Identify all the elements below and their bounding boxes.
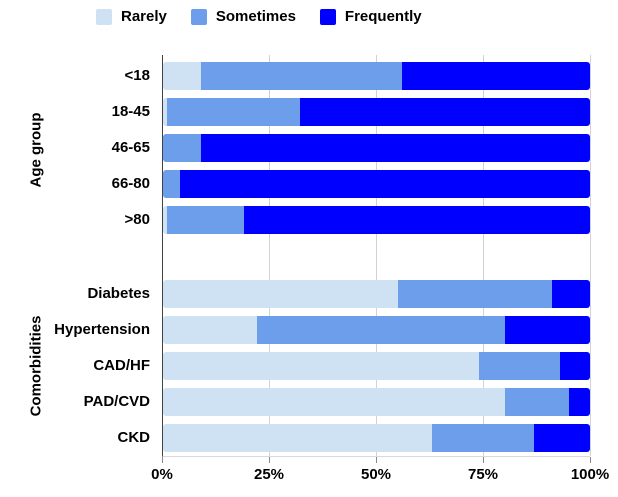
bar-segment-sometimes <box>201 62 403 90</box>
row-label: CKD <box>117 429 151 446</box>
plot-area <box>162 55 591 457</box>
x-axis-tick <box>482 457 484 463</box>
gridline <box>483 55 484 456</box>
bar-segment-rarely <box>163 206 168 234</box>
legend-swatch-rarely <box>96 8 112 25</box>
bar-row <box>163 424 590 452</box>
bar-segment-rarely <box>163 388 505 416</box>
legend-item-rarely: Rarely <box>96 8 167 25</box>
row-label: Diabetes <box>87 285 150 302</box>
bar-segment-frequently <box>560 352 590 380</box>
x-axis-tick-label: 75% <box>467 466 499 483</box>
bar-segment-rarely <box>163 62 202 90</box>
row-label: 46-65 <box>111 139 150 156</box>
bar-segment-sometimes <box>397 280 552 308</box>
bar-segment-sometimes <box>478 352 561 380</box>
legend-swatch-sometimes <box>190 8 207 25</box>
bar-segment-rarely <box>163 280 398 308</box>
bar-row <box>163 206 590 234</box>
x-axis-tick <box>375 457 377 463</box>
legend: Rarely Sometimes Frequently <box>96 8 422 25</box>
row-label: PAD/CVD <box>83 393 150 410</box>
bar-segment-frequently <box>299 98 590 126</box>
gridline <box>376 55 377 456</box>
legend-label-rarely: Rarely <box>121 8 167 25</box>
bar-segment-rarely <box>163 316 257 344</box>
bar-segment-frequently <box>244 206 590 234</box>
bar-segment-rarely <box>163 352 479 380</box>
legend-label-frequently: Frequently <box>344 8 422 25</box>
row-label: 18-45 <box>111 103 150 120</box>
bar-row <box>163 280 590 308</box>
row-label: >80 <box>124 211 150 228</box>
bar-segment-sometimes <box>504 388 569 416</box>
gridline <box>590 55 591 456</box>
bar-segment-frequently <box>180 170 590 198</box>
bar-segment-sometimes <box>256 316 505 344</box>
bar-segment-sometimes <box>163 134 202 162</box>
legend-item-frequently: Frequently <box>319 8 422 25</box>
bar-row <box>163 352 590 380</box>
x-axis-tick <box>589 457 591 463</box>
legend-swatch-frequently <box>319 8 336 25</box>
bar-segment-frequently <box>534 424 590 452</box>
bar-row <box>163 388 590 416</box>
bar-segment-frequently <box>504 316 590 344</box>
x-axis-tick <box>161 457 163 463</box>
bar-row <box>163 62 590 90</box>
legend-item-sometimes: Sometimes <box>190 8 296 25</box>
x-axis-tick-label: 25% <box>253 466 285 483</box>
bar-segment-frequently <box>402 62 590 90</box>
bar-segment-sometimes <box>163 170 181 198</box>
bar-row <box>163 98 590 126</box>
bar-row <box>163 170 590 198</box>
row-label: Hypertension <box>54 321 150 338</box>
x-axis-tick-label: 50% <box>360 466 392 483</box>
bar-segment-frequently <box>568 388 590 416</box>
x-axis-tick <box>268 457 270 463</box>
row-label: CAD/HF <box>93 357 150 374</box>
x-axis-tick-label: 0% <box>151 466 173 483</box>
x-axis-tick-label: 100% <box>570 466 610 483</box>
bar-segment-sometimes <box>167 206 245 234</box>
bar-row <box>163 316 590 344</box>
bar-row <box>163 134 590 162</box>
bar-segment-rarely <box>163 424 432 452</box>
legend-label-sometimes: Sometimes <box>215 8 296 25</box>
bar-segment-rarely <box>163 98 168 126</box>
gridline <box>269 55 270 456</box>
bar-segment-sometimes <box>432 424 535 452</box>
bar-segment-frequently <box>201 134 590 162</box>
bar-segment-frequently <box>551 280 590 308</box>
row-label: 66-80 <box>111 175 150 192</box>
bar-segment-sometimes <box>167 98 300 126</box>
row-label: <18 <box>124 67 150 84</box>
